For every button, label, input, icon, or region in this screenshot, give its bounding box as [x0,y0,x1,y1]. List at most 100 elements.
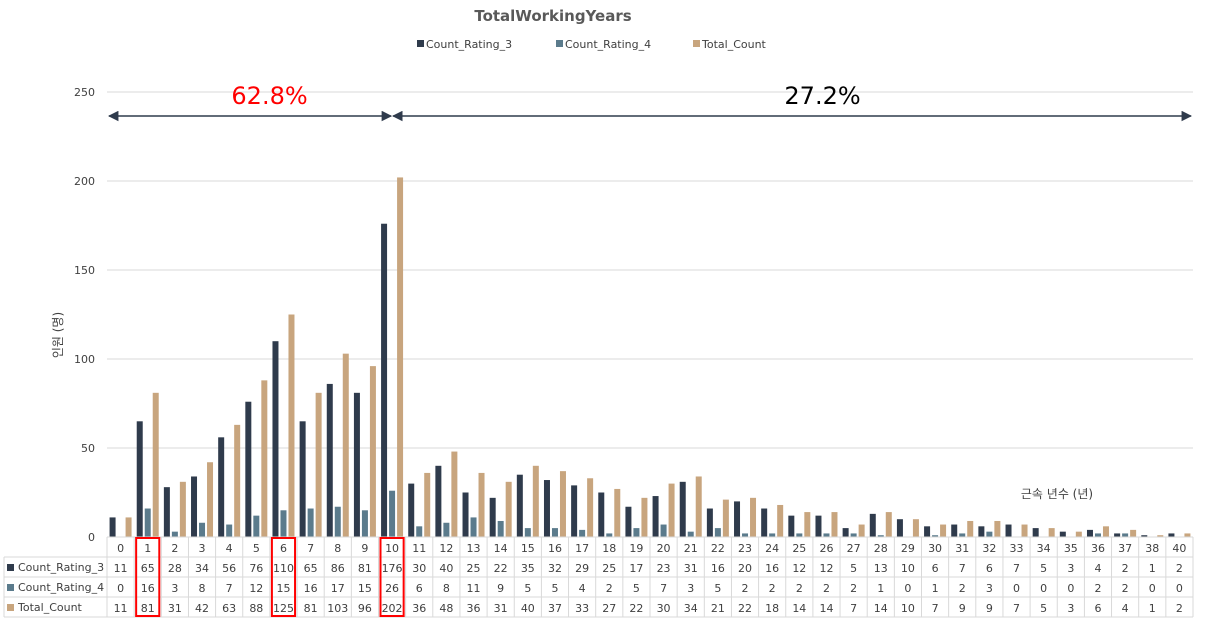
bar-Total_Count-9 [369,366,376,537]
bar-Count_Rating_4-25 [796,533,803,537]
bar-Total_Count-14 [505,481,512,537]
table-cell: 48 [439,602,453,615]
table-cell: 21 [711,602,725,615]
x-tick-label: 20 [657,542,671,555]
bar-Count_Rating_4-22 [714,528,721,537]
table-cell: 3 [1067,562,1074,575]
legend-swatch-1 [556,40,563,47]
annotation-left-share: 62.8% [231,82,307,110]
x-tick-label: 23 [738,542,752,555]
bar-Count_Rating_4-6 [280,510,287,537]
x-tick-label: 26 [819,542,833,555]
bar-Count_Rating_4-37 [1122,533,1129,537]
bar-Total_Count-0 [125,517,132,537]
table-cell: 11 [114,602,128,615]
x-tick-label: 24 [765,542,779,555]
table-row-label-0: Count_Rating_3 [18,561,104,574]
bar-Count_Rating_3-4 [218,437,225,537]
table-cell: 110 [273,562,294,575]
x-tick-label: 11 [412,542,426,555]
table-cell: 11 [467,582,481,595]
legend-swatch-2 [693,40,700,47]
bar-Total_Count-38 [1157,535,1164,537]
bar-Total_Count-2 [179,481,186,537]
table-cell: 7 [1013,562,1020,575]
table-cell: 22 [738,602,752,615]
table-cell: 26 [385,582,399,595]
bar-Count_Rating_3-34 [1032,528,1039,537]
bar-Total_Count-13 [478,472,485,537]
x-tick-label: 13 [467,542,481,555]
table-cell: 63 [222,602,236,615]
bar-Count_Rating_3-32 [978,526,985,537]
bar-Count_Rating_4-4 [226,524,233,537]
x-tick-label: 36 [1091,542,1105,555]
table-row-label-1: Count_Rating_4 [18,581,104,594]
highlight-box-1 [135,537,161,617]
bar-Count_Rating_3-23 [734,501,741,537]
bar-Count_Rating_3-12 [435,465,442,537]
table-row-swatch-1 [7,584,14,591]
table-cell: 16 [711,562,725,575]
table-cell: 103 [327,602,348,615]
bar-Count_Rating_3-1 [136,421,143,537]
table-cell: 34 [684,602,698,615]
table-cell: 16 [765,562,779,575]
bar-Count_Rating_4-15 [524,528,531,537]
bar-Total_Count-22 [722,499,729,537]
x-tick-label: 22 [711,542,725,555]
table-cell: 176 [382,562,403,575]
bar-Total_Count-33 [1021,524,1028,537]
table-cell: 8 [443,582,450,595]
x-tick-label: 3 [199,542,206,555]
table-cell: 0 [1176,582,1183,595]
table-cell: 5 [524,582,531,595]
bar-Count_Rating_3-19 [625,506,632,537]
table-cell: 37 [548,602,562,615]
bar-Total_Count-28 [885,512,892,537]
bar-Count_Rating_4-8 [334,506,341,537]
table-cell: 0 [1040,582,1047,595]
table-cell: 7 [1013,602,1020,615]
bar-Count_Rating_3-2 [163,487,170,537]
x-tick-label: 38 [1145,542,1159,555]
table-cell: 2 [1176,562,1183,575]
x-tick-label: 7 [307,542,314,555]
table-cell: 36 [412,602,426,615]
bar-Count_Rating_3-27 [842,528,849,537]
table-cell: 33 [575,602,589,615]
bar-Count_Rating_4-5 [253,515,260,537]
table-cell: 65 [141,562,155,575]
bar-Count_Rating_4-13 [470,517,477,537]
x-tick-label: 29 [901,542,915,555]
legend-label-1: Count_Rating_4 [565,38,651,51]
legend-label-0: Count_Rating_3 [426,38,512,51]
table-cell: 4 [1122,602,1129,615]
table-cell: 22 [494,562,508,575]
legend-label-2: Total_Count [701,38,767,51]
table-cell: 5 [551,582,558,595]
x-tick-label: 12 [439,542,453,555]
x-tick-label: 34 [1037,542,1051,555]
table-cell: 17 [331,582,345,595]
table-cell: 1 [877,582,884,595]
table-cell: 42 [195,602,209,615]
bar-Count_Rating_3-13 [462,492,469,537]
table-cell: 31 [494,602,508,615]
x-tick-label: 16 [548,542,562,555]
bar-Count_Rating_4-32 [986,531,993,537]
table-cell: 0 [904,582,911,595]
bar-Count_Rating_4-21 [687,531,694,537]
bar-Total_Count-5 [261,380,268,537]
gridlines [107,91,1193,538]
table-cell: 202 [382,602,403,615]
bar-Total_Count-25 [804,512,811,537]
table-cell: 81 [141,602,155,615]
highlight-box-10 [379,537,405,617]
legend-swatch-0 [417,40,424,47]
table-cell: 20 [738,562,752,575]
table-cell: 2 [959,582,966,595]
table-cell: 10 [901,562,915,575]
bar-Total_Count-24 [777,504,784,537]
bar-Total_Count-16 [559,471,566,537]
